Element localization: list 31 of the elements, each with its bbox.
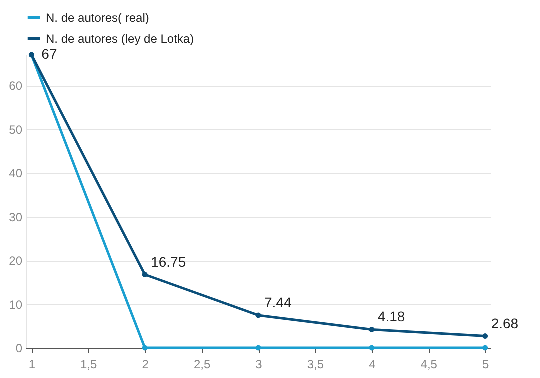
point <box>482 334 488 340</box>
point <box>256 312 262 318</box>
y-tick-label: 50 <box>9 122 23 137</box>
y-tick-label: 10 <box>9 298 23 312</box>
data-label: 4.18 <box>378 308 406 325</box>
point <box>369 326 375 332</box>
legend-label: N. de autores (ley de Lotka) <box>46 32 194 46</box>
x-tick-label: 3 <box>256 358 263 372</box>
data-label: 67 <box>42 46 58 62</box>
y-tick-label: 30 <box>9 210 23 224</box>
x-tick-label: 4,5 <box>420 358 438 372</box>
point <box>256 345 262 351</box>
x-tick-label: 1,5 <box>80 358 98 372</box>
x-tick-label: 5 <box>482 358 490 372</box>
data-label: 16.75 <box>151 254 186 270</box>
x-tick-label: 2 <box>142 358 150 372</box>
point <box>482 345 488 351</box>
point <box>142 345 148 351</box>
data-label: 7.44 <box>264 294 292 310</box>
x-tick-label: 1 <box>28 358 36 372</box>
point <box>142 272 148 278</box>
point <box>369 345 375 351</box>
y-tick-label: 40 <box>9 166 23 181</box>
x-tick-label: 3,5 <box>307 358 324 372</box>
legend-label: N. de autores( real) <box>46 11 150 25</box>
y-tick-label: 60 <box>9 79 23 94</box>
x-tick-label: 4 <box>369 358 376 372</box>
y-tick-label: 20 <box>9 254 23 268</box>
x-tick-label: 2,5 <box>194 358 211 372</box>
data-label: 2.68 <box>491 315 519 332</box>
y-tick-label: 0 <box>16 342 23 356</box>
